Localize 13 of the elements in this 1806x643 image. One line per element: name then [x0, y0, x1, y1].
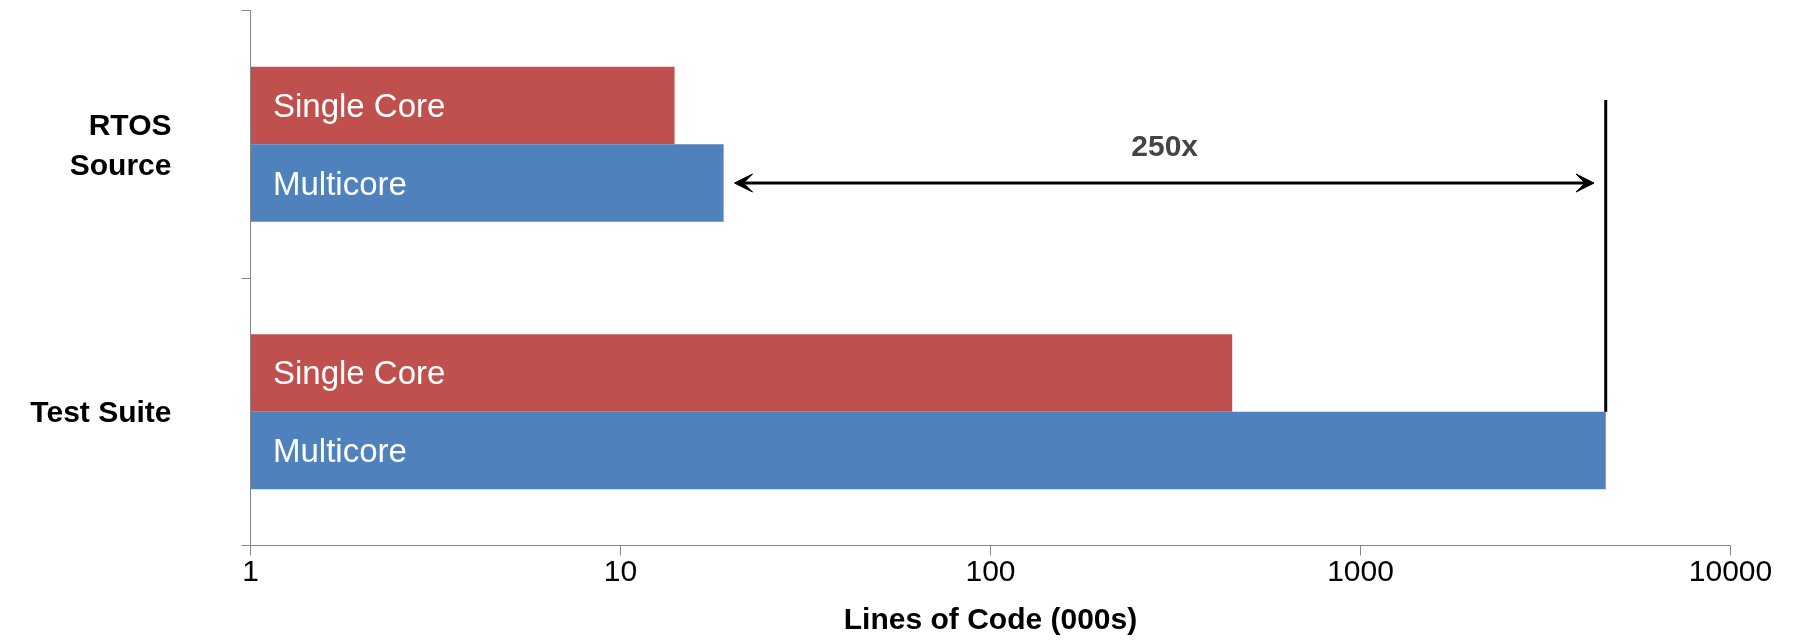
x-tick-label: 1000 — [1327, 553, 1394, 587]
y-tick-label: RTOS Source — [69, 107, 172, 181]
x-tick-label: 100 — [965, 553, 1016, 587]
series-label: Single Core — [272, 86, 446, 124]
x-tick-label: 1 — [242, 553, 259, 587]
annotation: 250x — [1131, 128, 1199, 162]
y-tick-label: Test Suite — [30, 395, 172, 429]
x-tick-label: 10 — [603, 553, 638, 587]
series-label: Multicore — [272, 432, 407, 470]
x-tick-label: 10000 — [1688, 553, 1773, 587]
x-axis-title: Lines of Code (000s) — [843, 601, 1138, 635]
text: Single Core — [272, 354, 446, 392]
text: Multicore — [272, 164, 407, 202]
